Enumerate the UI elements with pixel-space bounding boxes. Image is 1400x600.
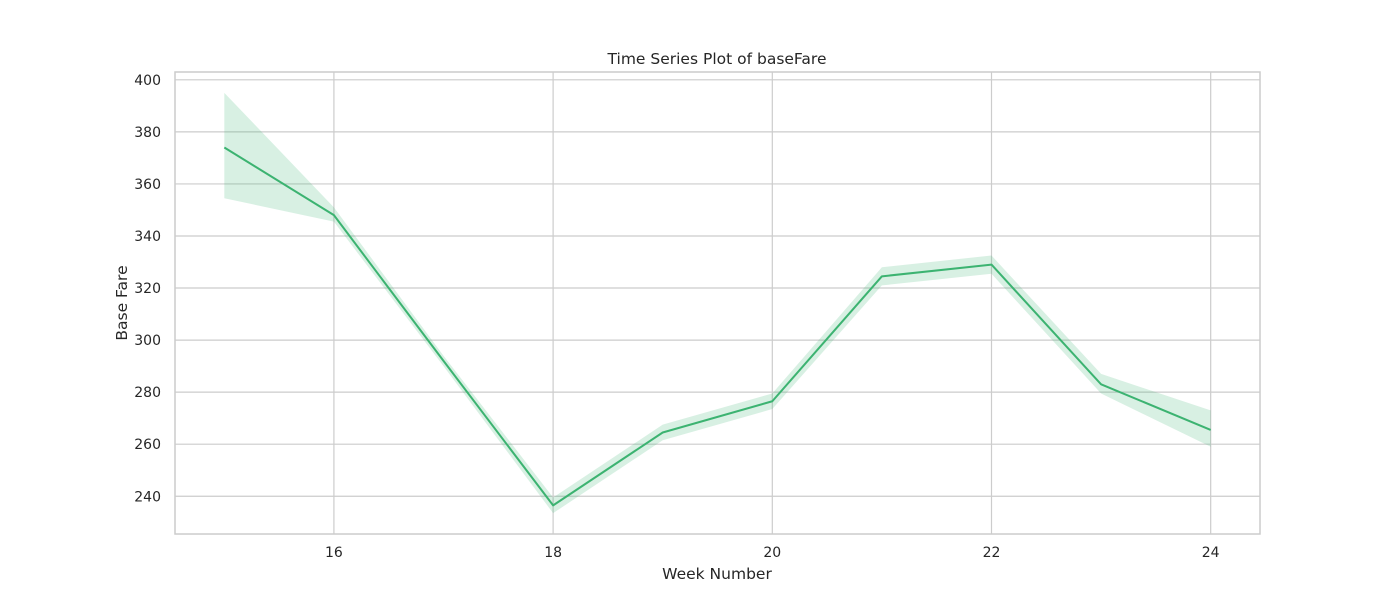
x-tick-label: 24 <box>1202 545 1220 561</box>
y-tick-labels: 240 260 280 300 320 340 360 380 400 <box>134 73 161 505</box>
y-tick-label: 240 <box>134 489 161 505</box>
y-tick-label: 300 <box>134 333 161 349</box>
y-tick-label: 400 <box>134 73 161 89</box>
series-line <box>223 146 1212 507</box>
x-tick-label: 20 <box>763 545 781 561</box>
plot-frame <box>174 71 1261 535</box>
grid-lines <box>175 72 1260 534</box>
y-tick-label: 260 <box>134 437 161 453</box>
x-axis-label: Week Number <box>662 565 772 583</box>
x-tick-labels: 16 18 20 22 24 <box>325 545 1220 561</box>
x-tick-label: 16 <box>325 545 343 561</box>
y-tick-label: 380 <box>134 125 161 141</box>
chart-title: Time Series Plot of baseFare <box>607 50 827 68</box>
y-tick-label: 340 <box>134 229 161 245</box>
plot-background <box>175 72 1260 534</box>
y-tick-label: 360 <box>134 177 161 193</box>
y-axis-label: Base Fare <box>113 265 131 340</box>
x-tick-label: 22 <box>983 545 1001 561</box>
y-tick-label: 320 <box>134 281 161 297</box>
x-tick-label: 18 <box>544 545 562 561</box>
y-tick-label: 280 <box>134 385 161 401</box>
series-line-layer <box>223 146 1212 507</box>
